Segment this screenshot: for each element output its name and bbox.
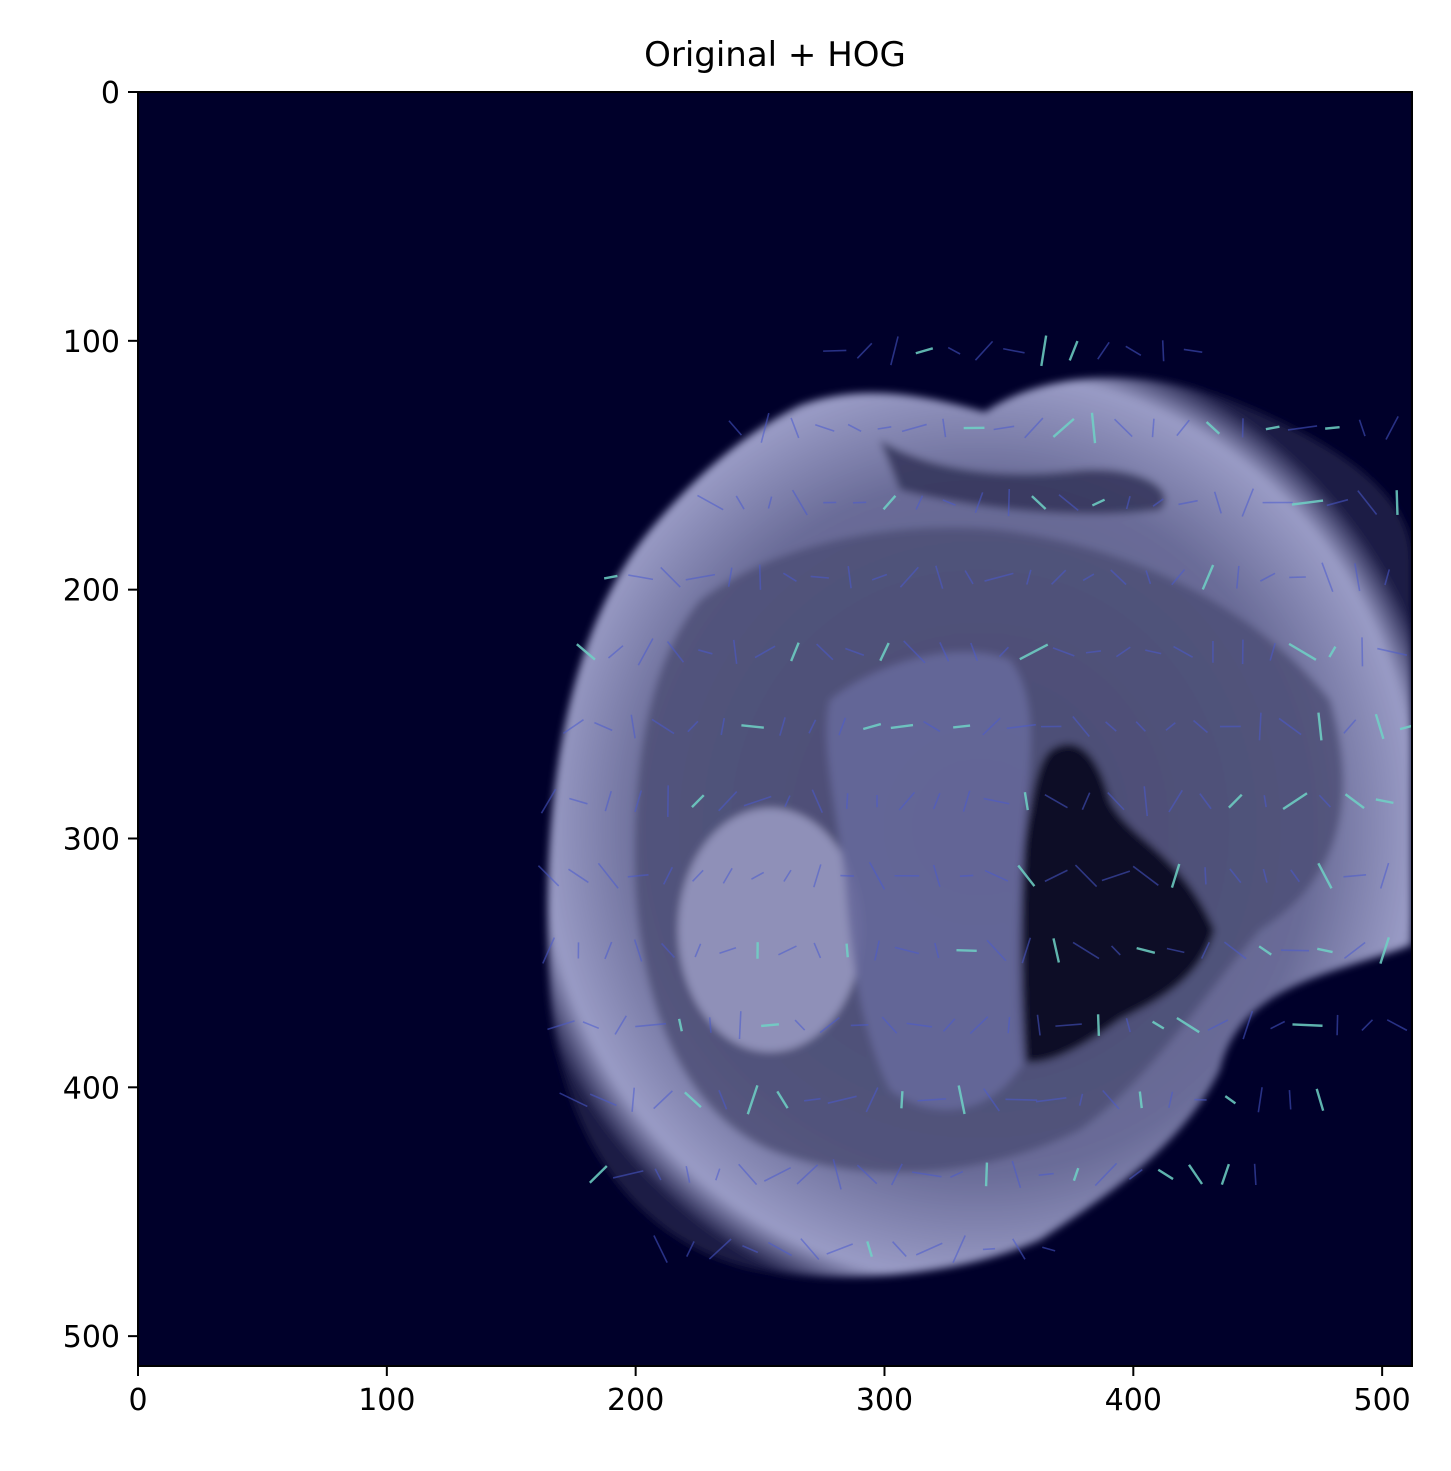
bright-lesion xyxy=(678,808,862,1052)
hog-gradient-mark xyxy=(1163,340,1164,361)
y-tick-label: 300 xyxy=(63,822,120,857)
hog-gradient-mark xyxy=(847,793,848,809)
hog-gradient-mark xyxy=(760,565,761,590)
hog-gradient-mark xyxy=(823,350,846,351)
hog-gradient-mark xyxy=(983,1249,995,1250)
x-tick-label: 0 xyxy=(128,1383,147,1418)
y-tick-label: 400 xyxy=(63,1071,120,1106)
hog-gradient-mark xyxy=(956,950,976,951)
y-axis: 0 100 200 300 400 500 xyxy=(63,76,138,1355)
x-tick-label: 400 xyxy=(1105,1383,1162,1418)
hog-gradient-mark xyxy=(851,1025,869,1026)
x-axis: 0 100 200 300 400 500 xyxy=(128,1366,1410,1418)
y-tick-label: 500 xyxy=(63,1320,120,1355)
hog-gradient-mark xyxy=(1292,1024,1322,1025)
chart-title: Original + HOG xyxy=(644,35,906,75)
hog-gradient-mark xyxy=(986,1163,987,1187)
hog-gradient-mark xyxy=(1098,1014,1099,1036)
hog-gradient-mark xyxy=(1205,867,1206,884)
hog-gradient-mark xyxy=(1005,1099,1037,1100)
hog-gradient-mark xyxy=(1397,490,1398,515)
x-tick-label: 500 xyxy=(1354,1383,1411,1418)
y-tick-label: 0 xyxy=(101,76,120,111)
hog-gradient-mark xyxy=(960,875,973,876)
image-layer xyxy=(138,92,1419,1366)
hog-gradient-mark xyxy=(1009,489,1010,516)
y-tick-label: 100 xyxy=(63,325,120,360)
y-tick-label: 200 xyxy=(63,574,120,609)
x-tick-label: 300 xyxy=(856,1383,913,1418)
hog-gradient-mark xyxy=(1325,427,1339,428)
x-tick-label: 100 xyxy=(358,1383,415,1418)
hog-gradient-mark xyxy=(847,944,848,958)
hog-gradient-mark xyxy=(901,1091,902,1108)
x-tick-label: 200 xyxy=(607,1383,664,1418)
hog-gradient-mark xyxy=(761,1024,779,1026)
